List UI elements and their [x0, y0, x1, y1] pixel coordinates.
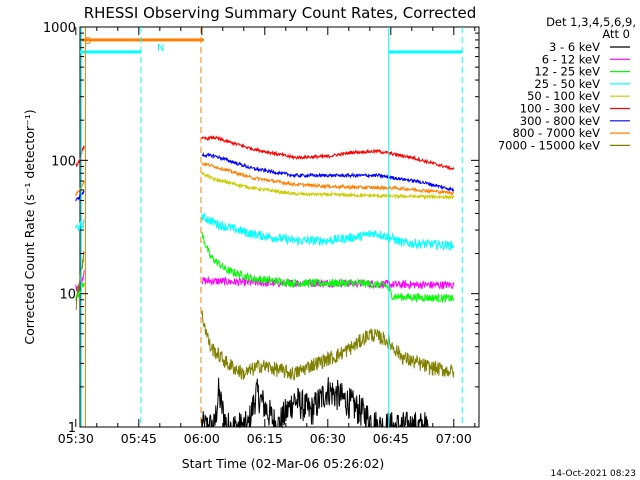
legend-label: 3 - 6 keV	[549, 40, 600, 54]
series-line	[75, 219, 85, 232]
flag-bar-N-2	[388, 50, 463, 54]
series-line	[201, 151, 455, 193]
x-tick-label: 06:00	[184, 431, 220, 446]
flag-label-n: N	[157, 43, 164, 54]
series-line	[201, 310, 455, 381]
series-line	[201, 232, 455, 304]
legend-label: 800 - 7000 keV	[512, 126, 600, 140]
legend-label: 25 - 50 keV	[534, 77, 600, 91]
series-1	[201, 377, 429, 429]
series-line	[75, 145, 85, 167]
footer-date: 14-Oct-2021 08:23	[551, 469, 636, 479]
series-8	[75, 162, 455, 196]
axis-layer: 05:30 05:45 06:00 06:15 06:30 06:45 07:00 1 10 10…	[43, 21, 479, 446]
legend-label: 7000 - 15000 keV	[498, 138, 600, 152]
series-line	[201, 377, 429, 429]
x-tick-label: 05:45	[121, 431, 157, 446]
y-tick-label: 1	[68, 421, 76, 436]
series-7	[75, 151, 455, 202]
x-tick-label: 06:15	[247, 431, 283, 446]
flag-bar-S-0	[82, 38, 204, 42]
series-line	[75, 180, 85, 196]
x-tick-label: 07:00	[436, 431, 472, 446]
series-line	[201, 211, 455, 251]
series-line	[201, 134, 455, 171]
marker-layer: SN	[80, 27, 463, 427]
legend-label: 100 - 300 keV	[520, 102, 600, 116]
chart-title: RHESSI Observing Summary Count Rates, Co…	[84, 4, 477, 22]
legend-header-line1: Det 1,3,4,5,6,9,	[546, 15, 636, 29]
legend-label: 300 - 800 keV	[520, 114, 600, 128]
flag-bar-N-1	[80, 50, 141, 54]
x-axis-label: Start Time (02-Mar-06 05:26:02)	[182, 456, 385, 471]
legend-label: 50 - 100 keV	[527, 89, 600, 103]
series-6	[75, 134, 455, 171]
series-line	[75, 251, 85, 311]
legend-label: 12 - 25 keV	[534, 65, 600, 79]
series-4	[75, 211, 455, 251]
x-tick-label: 06:45	[373, 431, 409, 446]
y-axis-label: Corrected Count Rate (s⁻¹ detector⁻¹)	[22, 109, 37, 344]
series-9	[75, 251, 455, 381]
series-line	[201, 172, 455, 201]
series-layer	[75, 134, 455, 429]
legend-header-line2: Att 0	[602, 27, 630, 41]
legend-label: 6 - 12 keV	[542, 52, 600, 66]
y-tick-label: 1000	[43, 21, 76, 36]
y-tick-label: 10	[59, 288, 76, 303]
y-tick-label: 100	[51, 154, 76, 169]
x-tick-label: 05:30	[58, 431, 94, 446]
series-line	[75, 189, 85, 202]
flag-label-s: S	[85, 36, 91, 47]
x-tick-label: 06:30	[310, 431, 346, 446]
series-5	[201, 172, 455, 201]
series-line	[201, 162, 455, 196]
